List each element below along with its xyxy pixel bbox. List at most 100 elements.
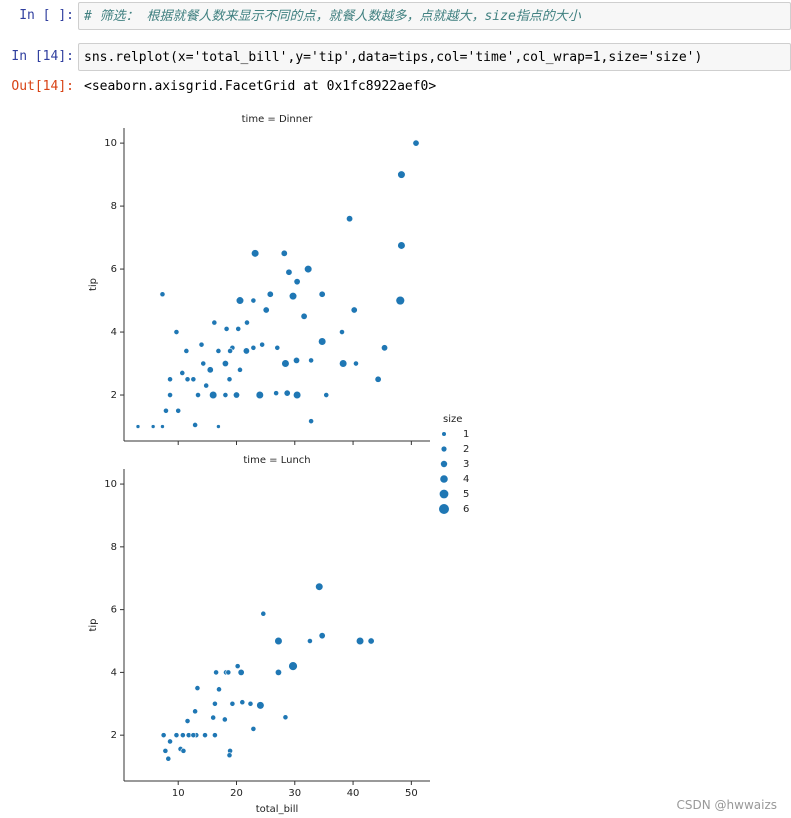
point <box>412 139 420 147</box>
point <box>274 636 283 646</box>
point <box>221 360 229 368</box>
point <box>190 732 197 739</box>
point <box>215 348 222 354</box>
y-tick-label: 2 <box>111 390 117 401</box>
point <box>212 700 218 707</box>
point <box>203 382 210 389</box>
x-tick-label: 50 <box>405 788 418 799</box>
legend-label: 1 <box>463 429 469 440</box>
point <box>135 424 141 429</box>
point <box>223 325 230 332</box>
legend-marker <box>440 460 448 468</box>
legend-label: 3 <box>463 459 469 470</box>
point <box>173 732 180 739</box>
point <box>175 407 182 414</box>
y-tick-label: 6 <box>111 264 117 275</box>
point <box>179 370 186 376</box>
point <box>213 669 219 676</box>
point <box>180 747 187 754</box>
point <box>367 637 375 645</box>
point <box>381 344 389 352</box>
point <box>304 264 313 274</box>
legend-label: 4 <box>463 474 469 485</box>
watermark: CSDN @hwwaizs <box>676 798 778 812</box>
point <box>318 632 326 640</box>
legend-marker <box>439 504 449 514</box>
point <box>150 424 156 429</box>
point <box>225 669 232 676</box>
point <box>374 375 382 383</box>
point <box>250 297 257 304</box>
point <box>195 392 201 398</box>
point <box>211 319 218 326</box>
point <box>237 668 245 676</box>
point <box>234 663 241 670</box>
point <box>216 424 221 429</box>
code-cell[interactable]: sns.relplot(x='total_bill',y='tip',data=… <box>78 43 791 71</box>
point <box>160 732 167 739</box>
point <box>315 582 324 591</box>
y-tick-label: 8 <box>111 201 117 212</box>
point <box>212 732 218 739</box>
point <box>395 295 405 306</box>
x-tick-label: 40 <box>347 788 360 799</box>
point <box>339 329 345 335</box>
point <box>355 636 365 646</box>
y-tick-label: 4 <box>111 667 117 678</box>
legend-label: 2 <box>463 444 469 455</box>
cell-prompt: In [ ]: <box>19 8 74 23</box>
point <box>283 389 291 397</box>
point <box>250 725 257 732</box>
y-tick-label: 8 <box>111 542 117 553</box>
point <box>250 344 257 351</box>
point <box>256 701 265 710</box>
point <box>192 708 199 715</box>
point <box>273 390 280 397</box>
point <box>259 341 266 348</box>
point <box>167 738 173 745</box>
point <box>280 249 288 257</box>
point <box>190 376 197 383</box>
y-tick-label: 2 <box>111 730 117 741</box>
point <box>274 344 281 351</box>
point <box>281 359 290 368</box>
point <box>221 716 228 723</box>
point <box>202 732 208 739</box>
point <box>200 360 207 367</box>
point <box>183 348 190 354</box>
point <box>308 357 314 364</box>
point <box>247 700 254 707</box>
x-tick-label: 20 <box>230 788 243 799</box>
point <box>235 296 245 305</box>
legend-marker <box>441 446 447 452</box>
point <box>235 325 242 332</box>
point <box>159 291 166 298</box>
point <box>227 348 233 354</box>
point <box>173 329 180 335</box>
y-tick-label: 4 <box>111 327 117 338</box>
point <box>167 392 173 398</box>
markdown-cell[interactable]: # 筛选： 根据就餐人数来显示不同的点，就餐人数越多，点就越大，size指点的大… <box>78 2 791 30</box>
point <box>163 407 169 414</box>
x-tick-label: 10 <box>172 788 185 799</box>
point <box>165 755 172 762</box>
point <box>232 391 240 399</box>
x-axis-label: total_bill <box>256 804 299 815</box>
y-tick-label: 10 <box>104 479 117 490</box>
point <box>288 661 298 671</box>
point <box>192 422 199 428</box>
point <box>160 424 165 429</box>
legend-title: size <box>443 414 462 425</box>
point <box>179 732 186 739</box>
point <box>262 306 270 314</box>
output-text: <seaborn.axisgrid.FacetGrid at 0x1fc8922… <box>84 79 437 94</box>
point <box>293 278 301 286</box>
point <box>222 392 229 398</box>
point <box>288 292 298 301</box>
point <box>274 668 282 676</box>
point <box>184 718 191 724</box>
y-axis-label: tip <box>88 618 99 631</box>
point <box>162 747 169 754</box>
point <box>318 290 326 298</box>
